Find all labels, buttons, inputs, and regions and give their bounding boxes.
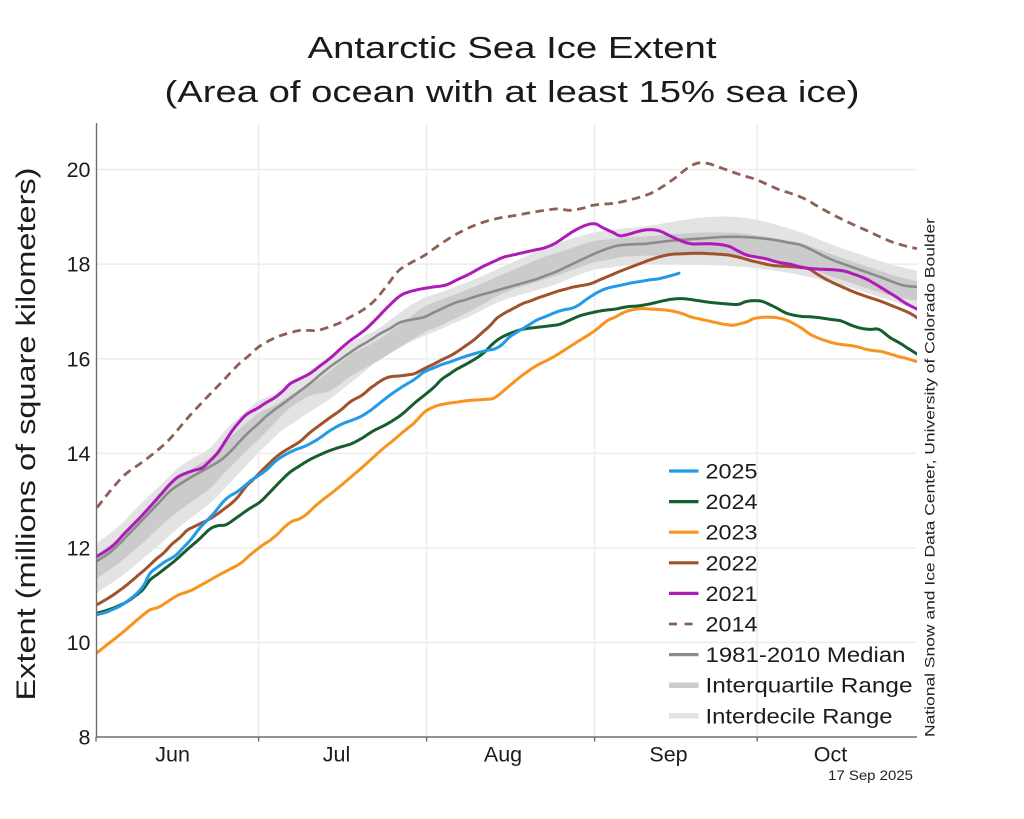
svg-text:Extent (millions of square kil: Extent (millions of square kilometers) (11, 168, 41, 701)
svg-text:Jul: Jul (323, 743, 350, 767)
svg-text:National Snow and Ice Data Cen: National Snow and Ice Data Center, Unive… (923, 217, 938, 737)
svg-text:16: 16 (67, 347, 91, 371)
svg-text:12: 12 (67, 536, 91, 560)
svg-text:18: 18 (67, 253, 91, 277)
svg-text:Interquartile Range: Interquartile Range (706, 674, 913, 698)
svg-text:Aug: Aug (484, 743, 522, 767)
svg-text:(Area of ocean with at least 1: (Area of ocean with at least 15% sea ice… (165, 74, 860, 109)
svg-text:20: 20 (67, 158, 91, 182)
svg-text:10: 10 (67, 631, 91, 655)
svg-text:Antarctic Sea Ice Extent: Antarctic Sea Ice Extent (308, 30, 717, 65)
svg-text:Sep: Sep (649, 743, 687, 767)
svg-text:1981-2010 Median: 1981-2010 Median (706, 643, 906, 667)
svg-text:17 Sep 2025: 17 Sep 2025 (828, 768, 913, 783)
svg-text:2021: 2021 (706, 582, 758, 606)
svg-text:2025: 2025 (706, 460, 758, 484)
svg-text:Jun: Jun (155, 743, 190, 767)
svg-text:8: 8 (79, 726, 91, 750)
svg-text:14: 14 (67, 442, 91, 466)
svg-text:2023: 2023 (706, 521, 758, 545)
svg-text:Oct: Oct (814, 743, 847, 767)
svg-text:2022: 2022 (706, 551, 758, 575)
svg-text:2024: 2024 (706, 490, 758, 514)
svg-text:Interdecile Range: Interdecile Range (706, 704, 893, 728)
svg-text:2014: 2014 (706, 613, 758, 637)
